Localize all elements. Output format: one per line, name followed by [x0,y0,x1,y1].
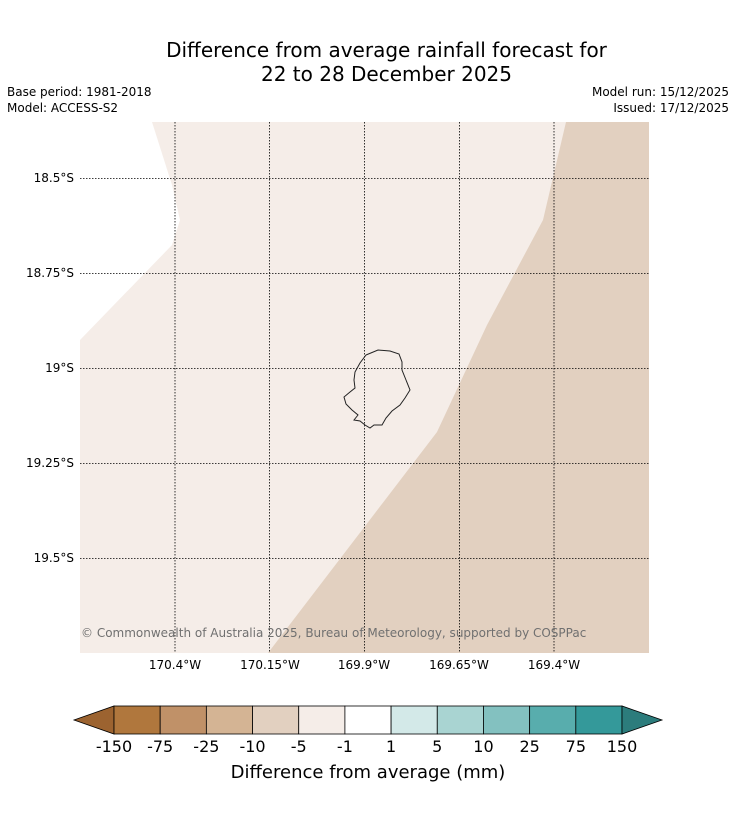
colorbar-segment [252,705,300,735]
colorbar-segment [344,705,392,735]
lon-label: 170.15°W [240,658,300,672]
colorbar-tick-label: 150 [606,737,638,756]
base-period: Base period: 1981-2018 [7,85,152,99]
colorbar-segment [205,705,253,735]
lat-label: 18.75°S [26,266,74,280]
colorbar-tick-label: -1 [336,737,353,756]
no-data-region [80,122,180,340]
lon-label: 169.9°W [337,658,391,672]
colorbar-extend-high [621,705,664,735]
colorbar-tick-label: 5 [432,737,443,756]
colorbar-tick-label: -10 [239,737,266,756]
meta-right: Model run: 15/12/2025 Issued: 17/12/2025 [592,84,729,116]
colorbar-segment [298,705,346,735]
colorbar-tick-label: -5 [290,737,307,756]
colorbar-extend-low [72,705,115,735]
model-run: Model run: 15/12/2025 [591,85,729,99]
lon-label: 170.4°W [148,658,202,672]
colorbar-segment [390,705,438,735]
map-area [80,122,649,653]
colorbar-segment [575,705,623,735]
lat-label: 18.5°S [33,171,74,185]
colorbar-segment [483,705,531,735]
colorbar-tick-label: 1 [385,737,397,756]
lat-label: 19.25°S [26,456,74,470]
lat-label: 19.5°S [33,551,74,565]
colorbar-tick-label: 75 [565,737,586,756]
colorbar-tick-label: 25 [519,737,540,756]
model-name: Model: ACCESS-S2 [7,101,119,115]
colorbar-tick-label: -75 [147,737,174,756]
meta-left: Base period: 1981-2018 Model: ACCESS-S2 [7,84,152,116]
issued-date: Issued: 17/12/2025 [613,101,729,115]
colorbar-tick-label: -25 [193,737,220,756]
colorbar-segment [436,705,484,735]
niue-island-outline [343,349,411,429]
colorbar-segment [113,705,161,735]
colorbar-title: Difference from average (mm) [230,762,506,783]
title-line-2: 22 to 28 December 2025 [260,62,512,86]
colorbar-segment [159,705,207,735]
colorbar-tick-label: -150 [95,737,133,756]
graticule [80,122,649,653]
colorbar-segment [529,705,577,735]
lon-label: 169.4°W [527,658,581,672]
lon-label: 169.65°W [429,658,489,672]
copyright-notice: © Commonwealth of Australia 2025, Bureau… [81,626,587,640]
title-line-1: Difference from average rainfall forecas… [166,38,607,62]
colorbar-tick-label: 10 [473,737,494,756]
chart-title: Difference from average rainfall forecas… [0,38,736,86]
lat-label: 19°S [45,361,74,375]
